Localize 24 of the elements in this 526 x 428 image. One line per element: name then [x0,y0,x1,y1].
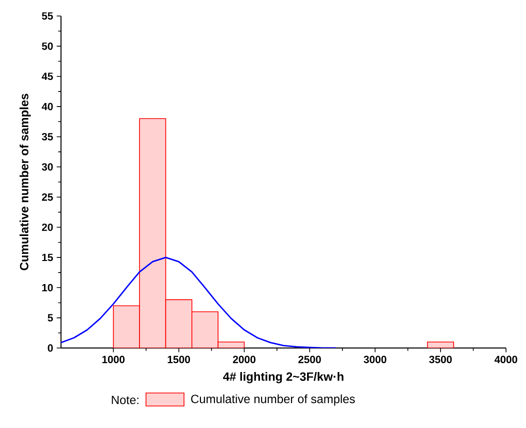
x-tick-label: 3500 [429,356,452,364]
line-series [61,256,337,348]
y-axis-title: Cumulative number of samples [20,94,31,270]
x-tick-label: 1500 [168,356,190,364]
y-tick-label: 5 [48,314,53,322]
x-tick-label: 1000 [102,356,125,364]
x-tick-label: 3000 [364,356,386,364]
x-tick-label: 2500 [298,356,321,364]
legend-title: Note: [112,396,138,404]
x-axis-title: 4# lighting 2~3F/kw·h [223,372,344,384]
y-tick-label: 0 [48,344,53,352]
y-tick-label: 20 [42,224,53,231]
y-tick-label: 35 [42,133,53,140]
y-tick-label: 40 [42,102,53,110]
y-tick-label: 25 [42,193,53,201]
y-tick-label: 45 [42,72,53,80]
x-tick-label: 2000 [232,356,256,364]
y-tick-label: 30 [42,163,53,171]
y-tick-label: 55 [42,12,53,20]
y-tick-label: 10 [42,284,53,292]
x-tick-label: 4000 [494,356,518,364]
legend-label: Cumulative number of samples [191,394,355,406]
y-tick-label: 15 [42,254,53,262]
y-tick-label: 50 [42,42,53,50]
